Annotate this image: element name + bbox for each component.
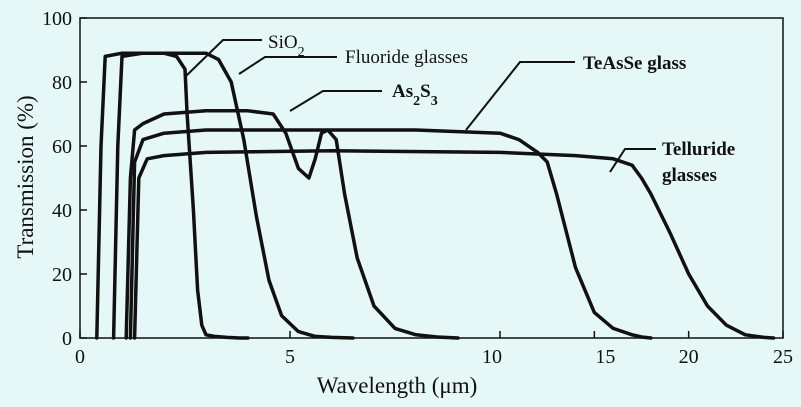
series-line-4 [132,149,776,340]
series-line-0 [95,51,250,340]
x-tick-label: 5 [285,346,295,368]
x-tick-label: 25 [773,346,793,368]
series-label-leader-2 [289,90,382,112]
y-tick-label: 60 [52,136,72,158]
series-label-leader-3 [465,61,575,131]
y-tick-label: 0 [62,328,72,350]
y-tick-label: 100 [42,8,72,30]
series-labels-layer: SiO2 Fluoride glasses As2S3 TeAsSe glass Tel… [185,32,735,186]
x-tick-label: 0 [75,346,85,368]
y-tick-label: 40 [52,200,72,222]
x-tick-label: 10 [482,346,502,368]
y-tick-label: 20 [52,264,72,286]
series-label-leader-4 [609,148,656,173]
x-tick-label: 15 [595,346,615,368]
series-label-4-line2: glasses [662,165,717,186]
ticks-layer: 0 5 10 15 20 25 0 20 40 60 80 100 [42,8,793,368]
series-label-4: Telluride [662,139,735,160]
series-label-2: As2S3 [392,81,438,109]
series-line-2 [124,109,460,340]
y-axis-title: Transmission (%) [13,95,38,258]
series-label-leader-0 [185,39,262,77]
series-label-0: SiO2 [268,32,305,60]
x-tick-label: 20 [679,346,699,368]
series-label-3: TeAsSe glass [583,53,686,74]
series-label-1: Fluoride glasses [345,47,468,68]
series-layer [95,51,776,340]
series-line-3 [128,128,653,340]
y-tick-label: 80 [52,72,72,94]
x-axis-title: Wavelength (μm) [317,373,478,398]
series-label-leader-1 [238,56,337,75]
